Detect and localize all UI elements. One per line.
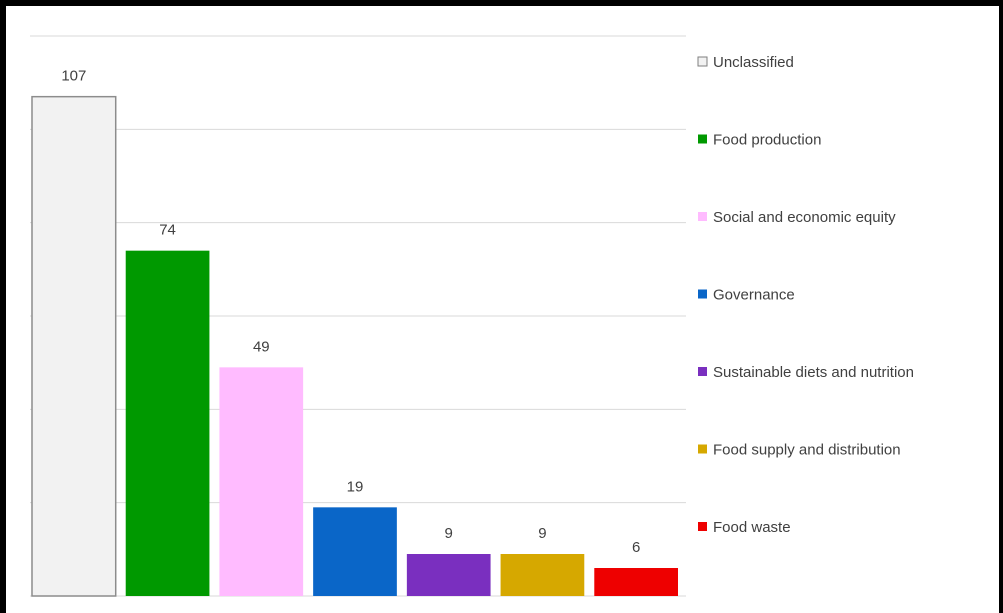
legend-swatch-3 [698, 289, 707, 299]
legend-swatch-5 [698, 444, 707, 454]
legend-swatch-1 [698, 134, 707, 144]
data-label-1: 74 [159, 222, 176, 239]
legend-swatch-6 [698, 522, 707, 531]
bar-5 [500, 554, 585, 596]
bar-3 [313, 507, 397, 596]
data-label-4: 9 [445, 525, 453, 542]
bar-4 [406, 554, 491, 596]
legend-label-2: Social and economic equity [713, 209, 896, 226]
bar-1 [125, 250, 210, 596]
bar-6 [594, 568, 678, 596]
legend-label-3: Governance [713, 287, 795, 304]
data-labels: 107 74 49 19 9 9 6 [61, 68, 640, 556]
data-label-3: 19 [347, 478, 364, 495]
legend-label-5: Food supply and distribution [713, 442, 901, 459]
data-label-6: 6 [632, 539, 640, 556]
bars [31, 95, 678, 597]
bar-2 [219, 367, 304, 596]
legend-swatch-2 [698, 212, 707, 221]
legend: Unclassified Food production Social and ec… [697, 54, 914, 536]
data-label-5: 9 [538, 525, 546, 542]
legend-swatch-0 [697, 56, 708, 67]
bar-0 [31, 95, 117, 597]
legend-label-6: Food waste [713, 519, 791, 536]
legend-swatch-4 [698, 367, 707, 376]
legend-label-1: Food production [713, 132, 821, 149]
data-label-0: 107 [61, 68, 86, 85]
legend-label-4: Sustainable diets and nutrition [713, 364, 914, 381]
data-label-2: 49 [253, 338, 270, 355]
legend-label-0: Unclassified [713, 54, 794, 71]
